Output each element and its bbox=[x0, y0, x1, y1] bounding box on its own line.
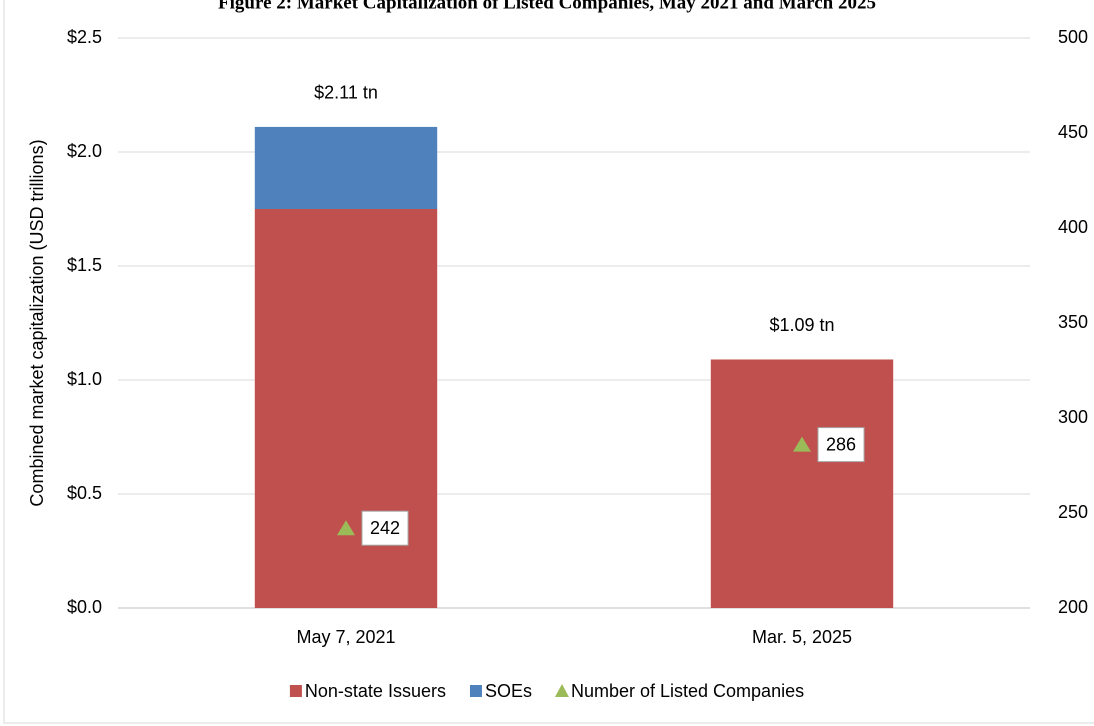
total-label: $2.11 tn bbox=[314, 83, 378, 103]
y2-tick-label: 250 bbox=[1058, 502, 1088, 522]
marker bbox=[793, 436, 811, 452]
data-label-box bbox=[361, 510, 409, 546]
legend-item: Non-state Issuers bbox=[289, 681, 446, 701]
data-label: 242 bbox=[370, 518, 400, 538]
y-tick-label: $2.5 bbox=[67, 27, 102, 47]
y2-tick-label: 400 bbox=[1058, 217, 1088, 237]
x-tick-label: Mar. 5, 2025 bbox=[752, 627, 852, 647]
x-tick-label: May 7, 2021 bbox=[296, 627, 395, 647]
legend-item: SOEs bbox=[469, 681, 532, 701]
bar-segment bbox=[254, 126, 438, 209]
total-label: $1.09 tn bbox=[769, 315, 834, 335]
legend-label: SOEs bbox=[485, 681, 532, 701]
y-tick-label: $0.5 bbox=[67, 483, 102, 503]
legend-icon bbox=[289, 685, 302, 697]
y-tick-label: $0.0 bbox=[67, 597, 102, 617]
legend-icon bbox=[554, 684, 569, 697]
y2-tick-label: 500 bbox=[1058, 27, 1088, 47]
y2-tick-label: 200 bbox=[1058, 597, 1088, 617]
y-tick-label: $1.5 bbox=[67, 255, 102, 275]
legend-label: Number of Listed Companies bbox=[571, 681, 804, 701]
marker bbox=[337, 520, 355, 536]
data-label-box bbox=[817, 427, 865, 463]
bar-segment bbox=[254, 209, 438, 608]
y-axis-label: Combined market capitalization (USD tril… bbox=[27, 139, 47, 506]
legend-item: Number of Listed Companies bbox=[554, 681, 804, 701]
y2-tick-label: 300 bbox=[1058, 407, 1088, 427]
y-tick-label: $1.0 bbox=[67, 369, 102, 389]
bar-segment bbox=[710, 359, 894, 608]
y-tick-label: $2.0 bbox=[67, 141, 102, 161]
y2-tick-label: 450 bbox=[1058, 122, 1088, 142]
legend-label: Non-state Issuers bbox=[305, 681, 446, 701]
y2-tick-label: 350 bbox=[1058, 312, 1088, 332]
chart-border bbox=[3, 0, 1094, 724]
legend-icon bbox=[469, 685, 482, 697]
data-label: 286 bbox=[826, 434, 856, 454]
chart-title: Figure 2: Market Capitalization of Liste… bbox=[218, 0, 876, 13]
